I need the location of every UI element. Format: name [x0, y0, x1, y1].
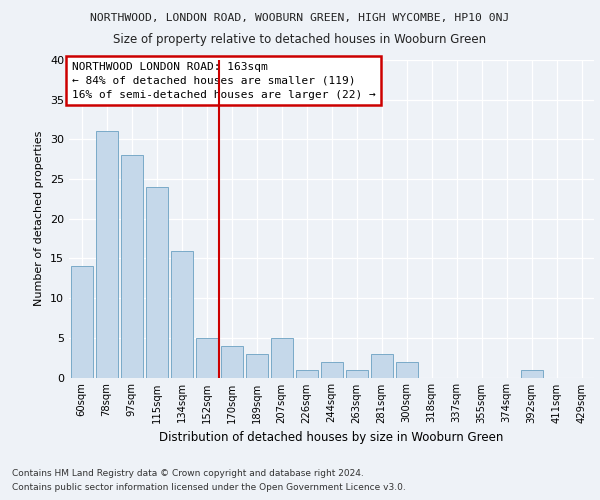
- Text: NORTHWOOD, LONDON ROAD, WOOBURN GREEN, HIGH WYCOMBE, HP10 0NJ: NORTHWOOD, LONDON ROAD, WOOBURN GREEN, H…: [91, 12, 509, 22]
- Text: Contains public sector information licensed under the Open Government Licence v3: Contains public sector information licen…: [12, 484, 406, 492]
- Bar: [221, 346, 242, 378]
- Bar: [146, 187, 167, 378]
- Bar: [71, 266, 92, 378]
- Bar: [395, 362, 418, 378]
- Bar: [346, 370, 367, 378]
- Text: NORTHWOOD LONDON ROAD: 163sqm
← 84% of detached houses are smaller (119)
16% of : NORTHWOOD LONDON ROAD: 163sqm ← 84% of d…: [71, 62, 376, 100]
- Bar: [320, 362, 343, 378]
- Bar: [521, 370, 542, 378]
- Bar: [196, 338, 218, 378]
- Text: Size of property relative to detached houses in Wooburn Green: Size of property relative to detached ho…: [113, 32, 487, 46]
- Bar: [121, 155, 143, 378]
- Text: Contains HM Land Registry data © Crown copyright and database right 2024.: Contains HM Land Registry data © Crown c…: [12, 468, 364, 477]
- Bar: [245, 354, 268, 378]
- X-axis label: Distribution of detached houses by size in Wooburn Green: Distribution of detached houses by size …: [160, 431, 503, 444]
- Bar: [95, 132, 118, 378]
- Bar: [296, 370, 317, 378]
- Bar: [170, 250, 193, 378]
- Bar: [371, 354, 392, 378]
- Bar: [271, 338, 293, 378]
- Y-axis label: Number of detached properties: Number of detached properties: [34, 131, 44, 306]
